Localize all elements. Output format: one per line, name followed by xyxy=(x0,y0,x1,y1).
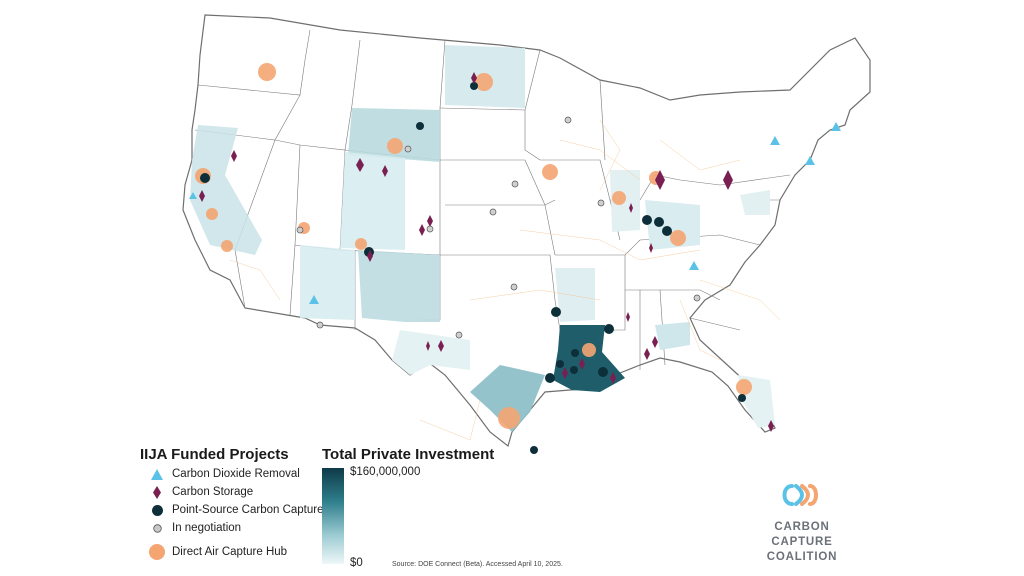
investment-color-ramp xyxy=(322,468,344,564)
coalition-logo-text: CARBON CAPTURE COALITION xyxy=(752,520,852,565)
investment-max-label: $160,000,000 xyxy=(350,466,421,478)
legend-label: Direct Air Capture Hub xyxy=(172,546,288,558)
investment-scale-title: Total Private Investment xyxy=(322,446,495,463)
legend-label: Carbon Storage xyxy=(172,486,254,498)
carbon-storage-markers xyxy=(199,72,774,432)
coalition-logo-icon xyxy=(782,484,818,506)
triangle-icon xyxy=(148,468,166,480)
legend-item-point-source: Point-Source Carbon Capture xyxy=(148,502,324,518)
cdr-markers xyxy=(189,122,841,304)
legend-item-cdr: Carbon Dioxide Removal xyxy=(148,466,300,482)
district-lines xyxy=(229,119,781,441)
orange-circle-icon xyxy=(148,544,166,560)
legend-title: IIJA Funded Projects xyxy=(140,446,289,463)
legend-label: Carbon Dioxide Removal xyxy=(172,468,300,480)
source-note: Source: DOE Connect (Beta). Accessed Apr… xyxy=(392,561,563,568)
legend-label: In negotiation xyxy=(172,522,242,534)
legend-item-storage: Carbon Storage xyxy=(148,484,253,500)
dark-circle-icon xyxy=(148,504,166,516)
point-source-markers xyxy=(200,82,746,454)
logo-line-1: CARBON CAPTURE xyxy=(771,521,833,548)
legend-item-negotiation: In negotiation xyxy=(148,520,241,536)
investment-min-label: $0 xyxy=(350,557,363,569)
legend-item-dac-hub: Direct Air Capture Hub xyxy=(148,544,287,560)
logo-line-2: COALITION xyxy=(766,551,838,563)
legend-label: Point-Source Carbon Capture xyxy=(172,504,324,516)
negotiation-markers xyxy=(296,116,701,339)
dac-hub-markers xyxy=(195,63,752,429)
gray-circle-icon xyxy=(148,523,166,533)
diamond-icon xyxy=(148,485,166,499)
